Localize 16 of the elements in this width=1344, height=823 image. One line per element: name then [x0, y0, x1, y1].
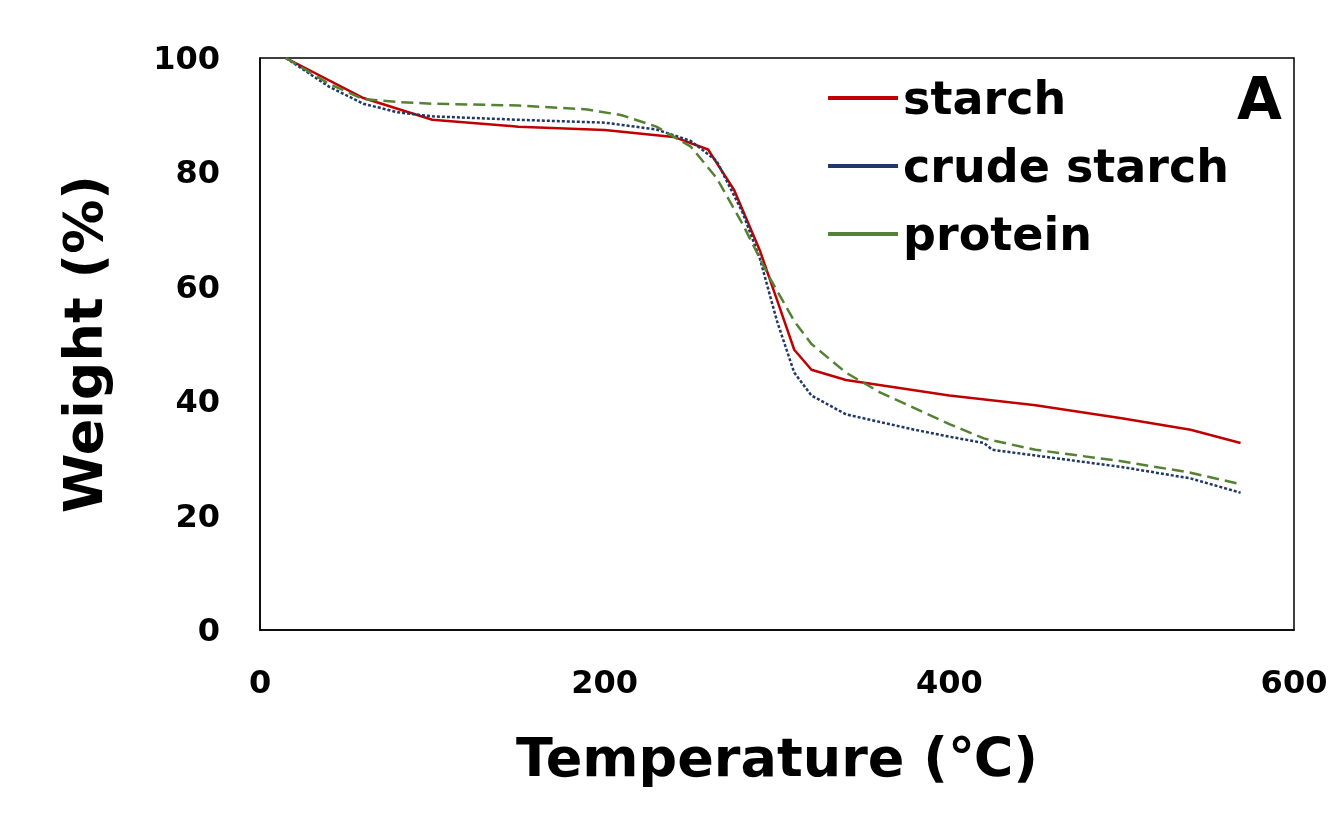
legend-label: starch	[903, 71, 1067, 125]
y-tick-label: 0	[197, 611, 220, 649]
legend-label: crude starch	[903, 139, 1229, 193]
x-tick-label: 200	[571, 663, 639, 701]
y-tick-label: 20	[175, 496, 220, 535]
x-tick-label: 0	[248, 663, 272, 701]
y-tick-label: 60	[175, 267, 220, 306]
y-tick-label: 40	[175, 382, 220, 421]
annotation: A	[1237, 65, 1283, 133]
x-tick-label: 600	[1260, 663, 1328, 701]
y-tick-label: 100	[153, 39, 220, 77]
legend-label: protein	[903, 207, 1092, 261]
y-axis-title: Weight (%)	[51, 175, 115, 513]
x-axis-title: Temperature (℃)	[516, 725, 1038, 789]
x-tick-label: 400	[915, 663, 983, 701]
y-tick-label: 80	[175, 153, 220, 192]
